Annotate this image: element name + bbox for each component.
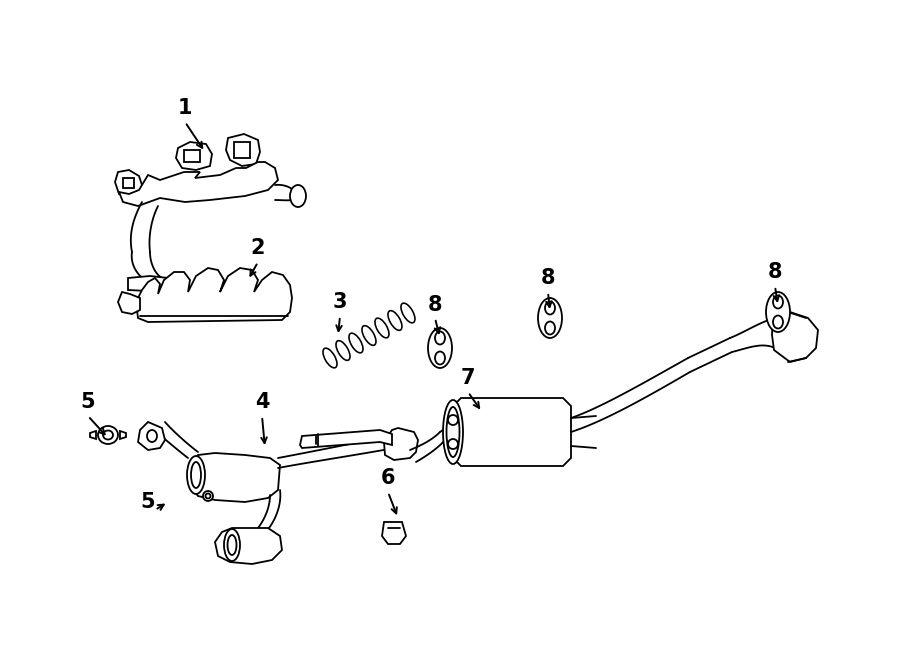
Ellipse shape bbox=[290, 185, 306, 207]
Polygon shape bbox=[300, 430, 392, 448]
Ellipse shape bbox=[349, 333, 363, 353]
Polygon shape bbox=[128, 276, 175, 292]
Text: 8: 8 bbox=[768, 262, 782, 282]
Text: 4: 4 bbox=[255, 392, 269, 412]
Polygon shape bbox=[119, 162, 278, 206]
Polygon shape bbox=[118, 292, 140, 314]
Polygon shape bbox=[115, 170, 143, 196]
Polygon shape bbox=[772, 312, 818, 362]
Ellipse shape bbox=[224, 529, 240, 561]
Text: 1: 1 bbox=[178, 98, 193, 118]
Polygon shape bbox=[90, 431, 96, 439]
Polygon shape bbox=[192, 453, 280, 502]
Text: 5: 5 bbox=[81, 392, 95, 412]
Text: 8: 8 bbox=[428, 295, 442, 315]
Ellipse shape bbox=[766, 292, 790, 332]
Polygon shape bbox=[226, 134, 260, 166]
Polygon shape bbox=[382, 522, 406, 544]
Ellipse shape bbox=[375, 318, 389, 338]
Polygon shape bbox=[123, 178, 134, 188]
Polygon shape bbox=[453, 398, 571, 466]
Ellipse shape bbox=[336, 340, 350, 360]
Polygon shape bbox=[215, 528, 282, 564]
Polygon shape bbox=[176, 142, 212, 170]
Text: 6: 6 bbox=[381, 468, 395, 488]
Polygon shape bbox=[136, 268, 292, 322]
Polygon shape bbox=[384, 428, 418, 460]
Ellipse shape bbox=[203, 491, 213, 501]
Ellipse shape bbox=[98, 426, 118, 444]
Ellipse shape bbox=[187, 456, 205, 494]
Ellipse shape bbox=[538, 298, 562, 338]
Ellipse shape bbox=[388, 311, 402, 330]
Text: 8: 8 bbox=[541, 268, 555, 288]
Polygon shape bbox=[120, 431, 126, 439]
Ellipse shape bbox=[400, 303, 415, 323]
Text: 2: 2 bbox=[251, 238, 266, 258]
Polygon shape bbox=[234, 142, 250, 158]
Polygon shape bbox=[138, 422, 165, 450]
Ellipse shape bbox=[428, 328, 452, 368]
Ellipse shape bbox=[323, 348, 337, 368]
Text: 5: 5 bbox=[140, 492, 156, 512]
Text: 7: 7 bbox=[461, 368, 475, 388]
Ellipse shape bbox=[443, 400, 463, 464]
Ellipse shape bbox=[362, 326, 376, 345]
Text: 3: 3 bbox=[333, 292, 347, 312]
Polygon shape bbox=[184, 150, 200, 162]
Ellipse shape bbox=[147, 430, 157, 442]
